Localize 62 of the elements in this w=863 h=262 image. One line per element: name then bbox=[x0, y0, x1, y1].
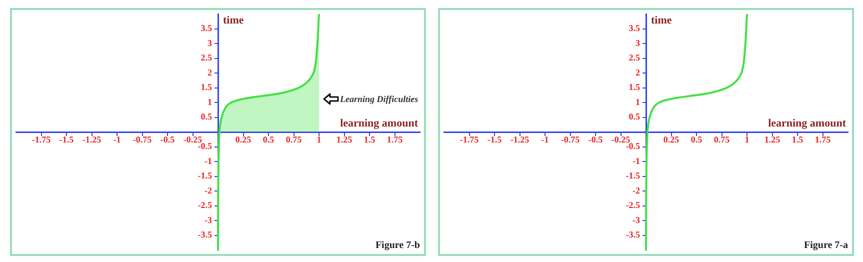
x-axis-title: learning amount bbox=[768, 117, 846, 130]
x-tick-label: -0.5 bbox=[588, 134, 604, 145]
x-tick-label: 1.5 bbox=[364, 134, 376, 145]
x-tick-label: -1 bbox=[113, 134, 122, 145]
y-tick-label: 3.5 bbox=[628, 23, 640, 34]
y-tick-label: -1.5 bbox=[626, 170, 640, 181]
x-tick-label: 0.75 bbox=[714, 134, 730, 145]
y-tick-label: 0.5 bbox=[200, 112, 212, 122]
y-tick-label: 2 bbox=[636, 67, 640, 78]
x-tick-label: -0.5 bbox=[160, 134, 176, 145]
x-tick-label: -0.25 bbox=[183, 134, 203, 145]
x-tick-label: -1.5 bbox=[487, 134, 502, 145]
y-tick-label: -2.5 bbox=[626, 200, 640, 210]
y-tick-label: 3.5 bbox=[200, 23, 212, 34]
y-tick-label: -1 bbox=[204, 156, 212, 166]
y-tick-label: -3 bbox=[632, 214, 640, 225]
y-tick-label: -2 bbox=[632, 185, 640, 196]
y-tick-label: -1.5 bbox=[198, 170, 212, 181]
x-tick-label: -0.75 bbox=[560, 134, 580, 145]
x-tick-label: 1.75 bbox=[386, 134, 404, 145]
x-tick-label: 1.5 bbox=[792, 134, 804, 145]
x-tick-label: -0.25 bbox=[611, 134, 631, 145]
x-tick-label: -1 bbox=[541, 134, 550, 145]
y-tick-label: -1 bbox=[632, 156, 640, 166]
x-tick-label: -1.5 bbox=[59, 134, 74, 145]
y-tick-label: 1.5 bbox=[628, 82, 640, 92]
x-axis-title: learning amount bbox=[340, 117, 418, 130]
y-axis-title: time bbox=[651, 14, 672, 26]
x-tick-label: 0.5 bbox=[262, 134, 275, 145]
y-tick-label: 3 bbox=[636, 38, 640, 48]
y-tick-label: -2 bbox=[204, 185, 212, 196]
y-tick-label: -3 bbox=[204, 214, 212, 225]
annotation: Learning Difficulties bbox=[340, 94, 418, 104]
x-tick-label: -0.75 bbox=[132, 134, 152, 145]
y-tick-label: -3.5 bbox=[198, 230, 212, 240]
x-tick-label: -1.25 bbox=[510, 134, 530, 145]
y-tick-label: 3 bbox=[208, 38, 212, 48]
x-tick-label: 0.25 bbox=[235, 134, 252, 145]
y-tick-label: 1 bbox=[208, 96, 212, 107]
y-tick-label: 1 bbox=[636, 96, 640, 107]
x-tick-label: -1.75 bbox=[460, 134, 480, 145]
y-tick-label: 2.5 bbox=[628, 52, 640, 63]
y-tick-label: -2.5 bbox=[198, 200, 212, 210]
x-tick-label: 0.5 bbox=[690, 134, 703, 145]
x-tick-label: 0.25 bbox=[663, 134, 680, 145]
y-tick-label: 1.5 bbox=[200, 82, 212, 92]
annotation: Figure 7-b bbox=[375, 240, 420, 251]
x-tick-label: 1.75 bbox=[814, 134, 832, 145]
x-tick-label: 0.75 bbox=[286, 134, 302, 145]
y-tick-label: 2.5 bbox=[200, 52, 212, 63]
line-series bbox=[645, 14, 748, 250]
x-tick-label: 1 bbox=[316, 134, 322, 145]
annotation: Figure 7-a bbox=[804, 240, 848, 251]
x-tick-label: 1.25 bbox=[764, 134, 781, 145]
y-tick-label: -3.5 bbox=[626, 230, 640, 240]
x-tick-label: 1.25 bbox=[336, 134, 353, 145]
y-tick-label: 2 bbox=[208, 67, 212, 78]
x-tick-label: 1 bbox=[744, 134, 750, 145]
x-tick-label: -1.25 bbox=[82, 134, 102, 145]
y-tick-label: 0.5 bbox=[628, 112, 640, 122]
x-tick-label: -1.75 bbox=[32, 134, 52, 145]
y-axis-title: time bbox=[223, 14, 244, 26]
